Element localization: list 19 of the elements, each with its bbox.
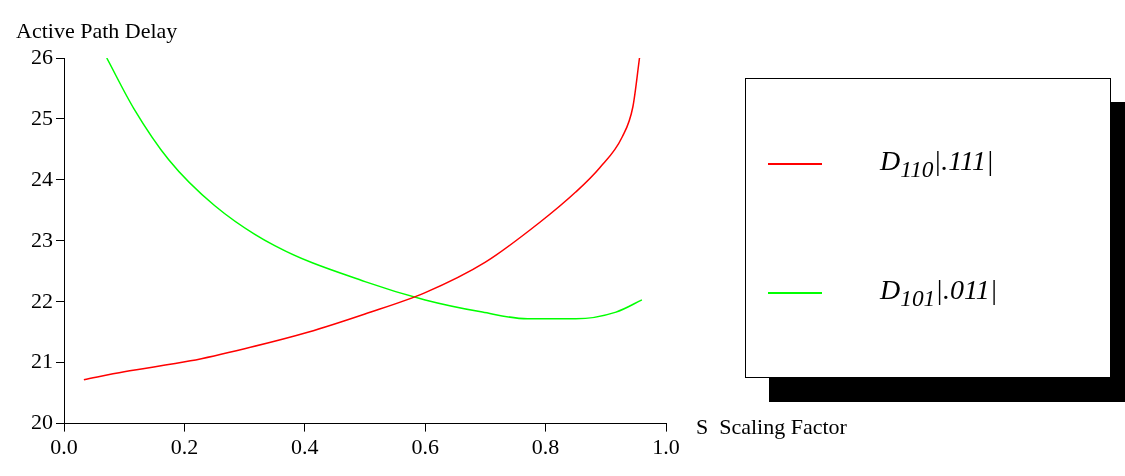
- line-series: [105, 58, 643, 320]
- y-tick-label: 21: [31, 348, 53, 374]
- x-tick-label: 0.4: [291, 433, 319, 459]
- y-tick-label: 20: [31, 409, 53, 435]
- x-tick-label: 0.2: [170, 433, 199, 459]
- y-tick-label: 22: [31, 287, 53, 313]
- x-tick-label: 0.0: [50, 433, 78, 459]
- y-tick-label: 23: [31, 226, 53, 252]
- x-tick-label: 0.8: [531, 433, 560, 459]
- y-tick-label: 24: [31, 165, 53, 191]
- y-axis-title: Active Path Delay: [16, 18, 178, 43]
- y-tick-label: 25: [31, 104, 53, 130]
- line-series: [83, 58, 641, 381]
- x-axis-title: S Scaling Factor: [696, 414, 848, 440]
- y-tick-label: 26: [31, 43, 53, 69]
- legend-label: D$_{101}$|.011|: [880, 273, 998, 312]
- legend-label: D$_{110}$|.111|: [880, 144, 994, 183]
- x-tick-label: 1.0: [652, 433, 680, 459]
- x-tick-label: 0.6: [411, 433, 439, 459]
